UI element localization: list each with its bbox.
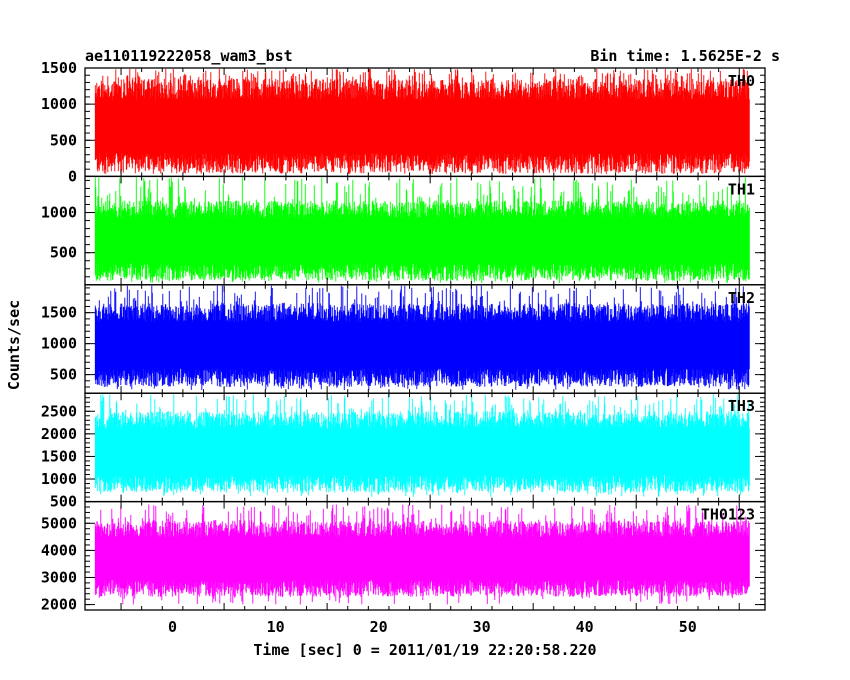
series-th3 [94, 394, 750, 497]
panel-label: TH0123 [701, 506, 755, 524]
y-tick-label: 2000 [41, 596, 77, 614]
y-axis-label: Counts/sec [5, 300, 23, 390]
panel-th3: 500 1000 1500 2000 2500 TH3 [41, 392, 766, 511]
y-tick-label: 1000 [41, 335, 77, 353]
y-tick-label: 1000 [41, 204, 77, 222]
x-tick-label: 10 [267, 618, 285, 636]
y-tick-label: 500 [50, 366, 77, 384]
panel-label: TH0 [728, 72, 755, 90]
x-tick-label: 20 [370, 618, 388, 636]
series-th0123 [94, 504, 750, 605]
x-tick-label: 40 [576, 618, 594, 636]
y-tick-label: 500 [50, 244, 77, 262]
x-tick-label: 50 [679, 618, 697, 636]
panel-label: TH1 [728, 180, 755, 198]
series-th2 [94, 285, 750, 391]
x-axis-label: Time [sec] 0 = 2011/01/19 22:20:58.220 [253, 641, 596, 659]
y-tick-label: 0 [68, 167, 77, 185]
y-tick-label: 500 [50, 493, 77, 511]
y-tick-label: 500 [50, 131, 77, 149]
y-tick-label: 1500 [41, 447, 77, 465]
panel-th2: 500 1000 1500 TH2 [41, 284, 766, 394]
y-tick-label: 2500 [41, 402, 77, 420]
x-tick-label: 30 [473, 618, 491, 636]
series-th0 [94, 69, 750, 174]
y-tick-label: 4000 [41, 541, 77, 559]
y-tick-label: 1000 [41, 470, 77, 488]
y-tick-label: 1500 [41, 304, 77, 322]
panel-label: TH2 [728, 289, 755, 307]
y-tick-label: 5000 [41, 514, 77, 532]
series-th1 [94, 177, 750, 283]
y-tick-label: 2000 [41, 425, 77, 443]
panels-group: 050010001500TH05001000TH150010001500TH25… [41, 59, 766, 636]
title-right: Bin time: 1.5625E-2 s [590, 47, 780, 65]
y-tick-label: 1500 [41, 59, 77, 77]
x-tick-label: 0 [168, 618, 177, 636]
y-tick-label: 1000 [41, 95, 77, 113]
panel-th1: 500 1000 TH1 [41, 175, 766, 286]
y-tick-label: 3000 [41, 568, 77, 586]
panel-th0123: 2000 3000 4000 5000 TH0123 [41, 500, 766, 614]
panel-th0: 0 500 1000 1500 TH0 [41, 59, 766, 185]
title-left: ae110119222058_wam3_bst [85, 47, 293, 65]
panel-label: TH3 [728, 397, 755, 415]
